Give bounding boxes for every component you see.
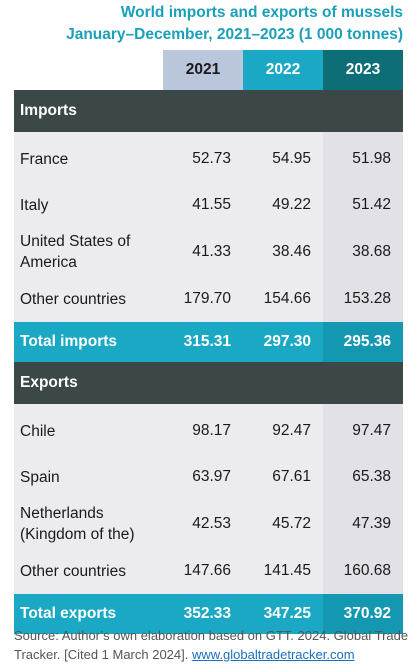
imports-section-header: Imports xyxy=(14,90,403,132)
value-2022: 92.47 xyxy=(243,404,323,454)
table-title: World imports and exports of mussels Jan… xyxy=(66,2,403,46)
row-label: Italy xyxy=(14,182,163,228)
imports-header-label: Imports xyxy=(14,90,403,132)
value-2022: 67.61 xyxy=(243,454,323,500)
value-2023: 51.98 xyxy=(323,132,403,182)
total-2022: 347.25 xyxy=(243,594,323,634)
value-2023: 65.38 xyxy=(323,454,403,500)
value-2023: 160.68 xyxy=(323,548,403,594)
row-label: Other countries xyxy=(14,548,163,594)
table-row: Other countries 147.66 141.45 160.68 xyxy=(14,548,403,594)
total-imports-row: Total imports 315.31 297.30 295.36 xyxy=(14,322,403,362)
table-row: Spain 63.97 67.61 65.38 xyxy=(14,454,403,500)
value-2021: 147.66 xyxy=(163,548,243,594)
row-label: Chile xyxy=(14,404,163,454)
mussels-trade-table: 2021 2022 2023 Imports France 52.73 54.9… xyxy=(14,50,403,634)
value-2023: 97.47 xyxy=(323,404,403,454)
table-row: Netherlands (Kingdom of the) 42.53 45.72… xyxy=(14,500,403,548)
source-link[interactable]: www.globaltradetracker.com xyxy=(191,647,355,662)
total-label: Total exports xyxy=(14,594,163,634)
total-2022: 297.30 xyxy=(243,322,323,362)
table-row: Chile 98.17 92.47 97.47 xyxy=(14,404,403,454)
total-2023: 295.36 xyxy=(323,322,403,362)
value-2022: 38.46 xyxy=(243,228,323,276)
value-2022: 54.95 xyxy=(243,132,323,182)
value-2021: 41.33 xyxy=(163,228,243,276)
table-row: France 52.73 54.95 51.98 xyxy=(14,132,403,182)
value-2022: 141.45 xyxy=(243,548,323,594)
value-2021: 41.55 xyxy=(163,182,243,228)
row-label: France xyxy=(14,132,163,182)
header-blank-cell xyxy=(14,50,163,90)
value-2021: 179.70 xyxy=(163,276,243,322)
table-row: Other countries 179.70 154.66 153.28 xyxy=(14,276,403,322)
value-2021: 63.97 xyxy=(163,454,243,500)
value-2021: 98.17 xyxy=(163,404,243,454)
value-2023: 153.28 xyxy=(323,276,403,322)
total-2021: 315.31 xyxy=(163,322,243,362)
table-row: Italy 41.55 49.22 51.42 xyxy=(14,182,403,228)
source-note: Source: Author’s own elaboration based o… xyxy=(14,626,409,664)
year-header-row: 2021 2022 2023 xyxy=(14,50,403,90)
total-exports-row: Total exports 352.33 347.25 370.92 xyxy=(14,594,403,634)
value-2022: 45.72 xyxy=(243,500,323,548)
year-2023-header: 2023 xyxy=(323,50,403,90)
total-2021: 352.33 xyxy=(163,594,243,634)
year-2021-header: 2021 xyxy=(163,50,243,90)
total-2023: 370.92 xyxy=(323,594,403,634)
value-2022: 49.22 xyxy=(243,182,323,228)
total-label: Total imports xyxy=(14,322,163,362)
source-text: Source: Author’s own elaboration based o… xyxy=(14,628,409,662)
value-2023: 38.68 xyxy=(323,228,403,276)
value-2021: 42.53 xyxy=(163,500,243,548)
row-label: Other countries xyxy=(14,276,163,322)
value-2022: 154.66 xyxy=(243,276,323,322)
value-2023: 51.42 xyxy=(323,182,403,228)
exports-header-label: Exports xyxy=(14,362,403,404)
value-2021: 52.73 xyxy=(163,132,243,182)
title-line-2: January–December, 2021–2023 (1 000 tonne… xyxy=(66,26,403,43)
exports-section-header: Exports xyxy=(14,362,403,404)
value-2023: 47.39 xyxy=(323,500,403,548)
row-label: Spain xyxy=(14,454,163,500)
row-label: United States of America xyxy=(14,228,163,276)
year-2022-header: 2022 xyxy=(243,50,323,90)
row-label: Netherlands (Kingdom of the) xyxy=(14,500,163,548)
table-row: United States of America 41.33 38.46 38.… xyxy=(14,228,403,276)
title-line-1: World imports and exports of mussels xyxy=(120,4,403,21)
